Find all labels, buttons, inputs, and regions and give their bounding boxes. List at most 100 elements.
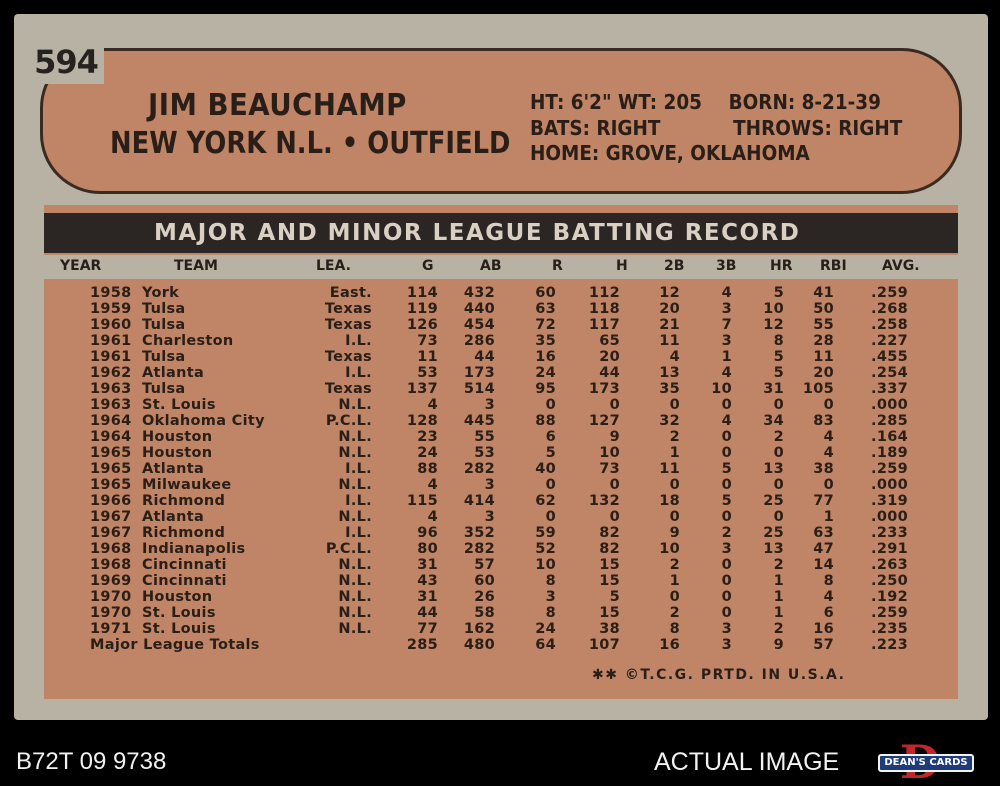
bio-line-1: HT: 6'2" WT: 205 BORN: 8-21-39 — [530, 90, 881, 114]
cell-r: 6 — [545, 429, 556, 445]
player-name: JIM BEAUCHAMP — [148, 88, 407, 123]
cell-rbi: 6 — [823, 605, 834, 621]
cell-h: 112 — [588, 285, 620, 301]
cell-hr: 13 — [763, 461, 784, 477]
cell-league: N.L. — [338, 429, 372, 445]
cell-year: 1964 — [90, 413, 132, 429]
cell-year: 1964 — [90, 429, 132, 445]
cell-r: 35 — [535, 333, 556, 349]
cell-h: 127 — [588, 413, 620, 429]
cell-g: 44 — [417, 605, 438, 621]
table-row: 1962 Atlanta I.L. 53 173 24 44 13 4 5 20 .254 — [44, 365, 958, 381]
cell-g: 137 — [406, 381, 438, 397]
cell-doubles: 4 — [669, 349, 680, 365]
cell-avg: .233 — [871, 525, 908, 541]
cell-rbi: 41 — [813, 285, 834, 301]
cell-rbi: 50 — [813, 301, 834, 317]
cell-hr: 1 — [773, 589, 784, 605]
cell-avg: .258 — [871, 317, 908, 333]
cell-rbi: 28 — [813, 333, 834, 349]
totals-ab: 480 — [463, 637, 495, 653]
cell-team: Tulsa — [142, 301, 186, 317]
cell-league: N.L. — [338, 397, 372, 413]
copyright-note: ✱✱ ©T.C.G. PRTD. IN U.S.A. — [592, 667, 846, 683]
cell-doubles: 2 — [669, 429, 680, 445]
cell-h: 173 — [588, 381, 620, 397]
cell-league: Texas — [324, 317, 372, 333]
cell-hr: 13 — [763, 541, 784, 557]
cell-avg: .189 — [871, 445, 908, 461]
cell-league: N.L. — [338, 573, 372, 589]
cell-doubles: 18 — [659, 493, 680, 509]
cell-ab: 53 — [474, 445, 495, 461]
bio-line-2: BATS: RIGHT THROWS: RIGHT — [530, 116, 902, 140]
cell-h: 73 — [599, 461, 620, 477]
cell-doubles: 10 — [659, 541, 680, 557]
cell-rbi: 4 — [823, 589, 834, 605]
cell-team: St. Louis — [142, 621, 216, 637]
cell-triples: 1 — [721, 349, 732, 365]
cell-team: York — [142, 285, 180, 301]
cell-ab: 282 — [463, 541, 495, 557]
cell-triples: 0 — [721, 397, 732, 413]
cell-g: 4 — [427, 509, 438, 525]
cell-h: 0 — [609, 397, 620, 413]
cell-hr: 2 — [773, 429, 784, 445]
cell-doubles: 0 — [669, 509, 680, 525]
col-team: TEAM — [174, 258, 218, 274]
cell-team: Richmond — [142, 525, 226, 541]
cell-ab: 454 — [463, 317, 495, 333]
cell-ab: 282 — [463, 461, 495, 477]
table-row: 1965 Atlanta I.L. 88 282 40 73 11 5 13 38 .259 — [44, 461, 958, 477]
table-row: 1965 Houston N.L. 24 53 5 10 1 0 0 4.189 — [44, 445, 958, 461]
cell-hr: 2 — [773, 557, 784, 573]
cell-triples: 4 — [721, 365, 732, 381]
cell-r: 8 — [545, 605, 556, 621]
table-row: 1961 Tulsa Texas 11 44 16 20 4 1 5 11 .455 — [44, 349, 958, 365]
totals-rbi: 57 — [813, 637, 834, 653]
cell-rbi: 47 — [813, 541, 834, 557]
cell-g: 23 — [417, 429, 438, 445]
cell-h: 65 — [599, 333, 620, 349]
cell-rbi: 4 — [823, 445, 834, 461]
table-row: 1959 Tulsa Texas 119 440 63 118 20 3 10 50 .268 — [44, 301, 958, 317]
cell-year: 1966 — [90, 493, 132, 509]
cell-ab: 445 — [463, 413, 495, 429]
cell-rbi: 83 — [813, 413, 834, 429]
cell-league: I.L. — [345, 525, 372, 541]
cell-doubles: 11 — [659, 461, 680, 477]
cell-h: 118 — [588, 301, 620, 317]
totals-row: Major League Totals 285 480 64 107 16 3 9 57 .223 — [44, 637, 958, 653]
cell-ab: 44 — [474, 349, 495, 365]
cell-h: 82 — [599, 525, 620, 541]
cell-triples: 0 — [721, 509, 732, 525]
cell-team: St. Louis — [142, 397, 216, 413]
cell-hr: 5 — [773, 285, 784, 301]
cell-hr: 1 — [773, 605, 784, 621]
cell-h: 0 — [609, 509, 620, 525]
cell-league: I.L. — [345, 365, 372, 381]
cell-team: Atlanta — [142, 461, 205, 477]
cell-hr: 0 — [773, 509, 784, 525]
table-row: 1966 Richmond I.L. 115 414 62 132 18 5 25 77 .319 — [44, 493, 958, 509]
cell-avg: .192 — [871, 589, 908, 605]
cell-year: 1958 — [90, 285, 132, 301]
logo-text: DEAN'S CARDS — [878, 754, 974, 772]
player-header-panel — [40, 48, 962, 194]
cell-triples: 3 — [721, 301, 732, 317]
cell-doubles: 0 — [669, 397, 680, 413]
cell-r: 95 — [535, 381, 556, 397]
cell-triples: 4 — [721, 285, 732, 301]
cert-number: B72T 09 9738 — [16, 748, 167, 775]
cell-doubles: 35 — [659, 381, 680, 397]
cell-league: N.L. — [338, 589, 372, 605]
table-row: 1970 St. Louis N.L. 44 58 8 15 2 0 1 6 .259 — [44, 605, 958, 621]
cell-r: 63 — [535, 301, 556, 317]
cell-rbi: 0 — [823, 397, 834, 413]
cell-year: 1965 — [90, 477, 132, 493]
cell-doubles: 1 — [669, 573, 680, 589]
cell-avg: .259 — [871, 605, 908, 621]
actual-image-label: ACTUAL IMAGE — [654, 748, 840, 776]
cell-hr: 25 — [763, 525, 784, 541]
cell-r: 72 — [535, 317, 556, 333]
